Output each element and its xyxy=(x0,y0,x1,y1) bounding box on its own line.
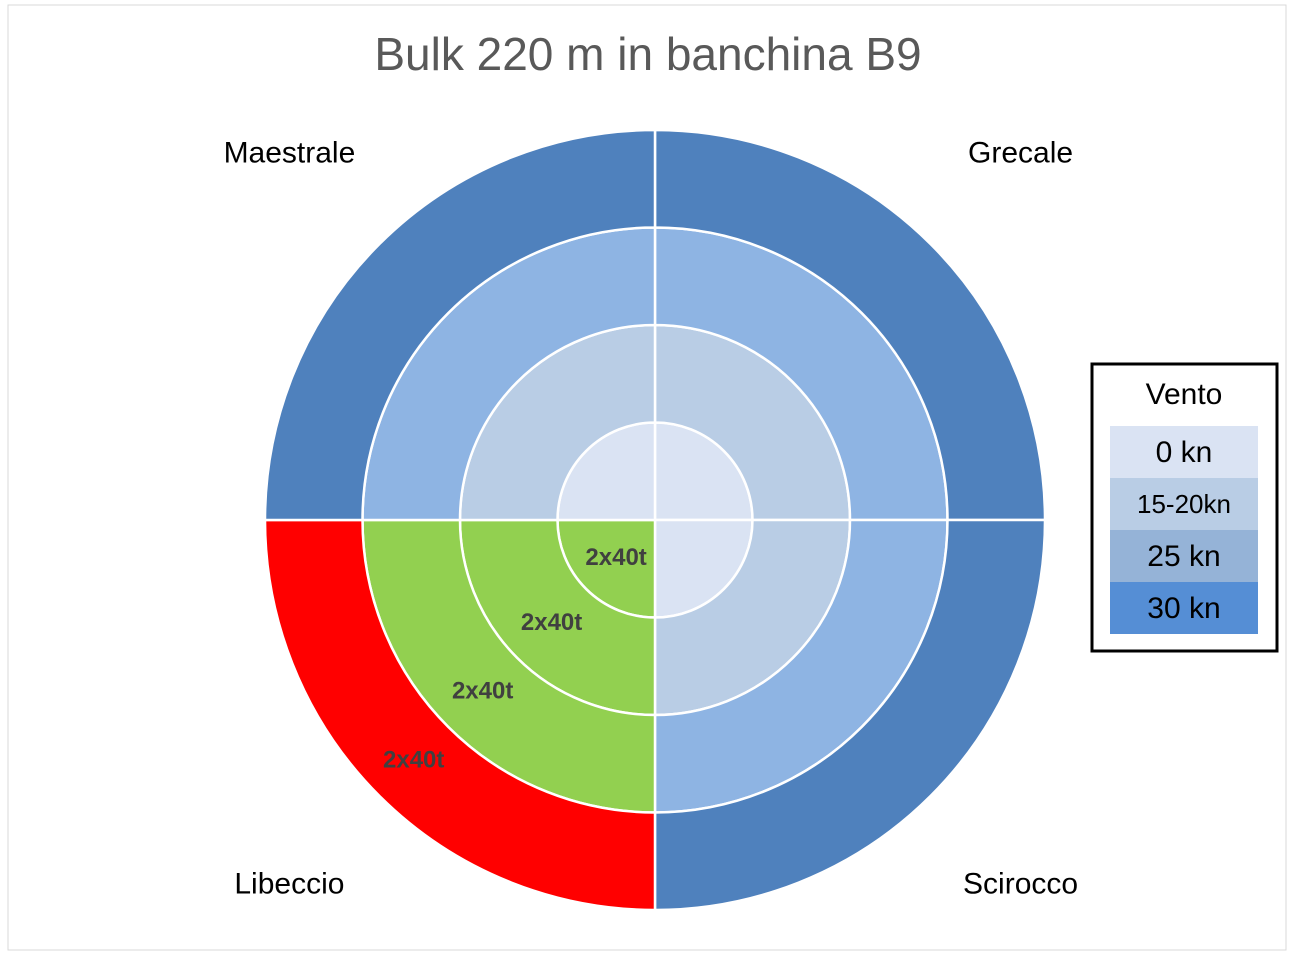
legend-swatch xyxy=(1110,426,1258,478)
legend-swatch xyxy=(1110,530,1258,582)
data-label: 2x40t xyxy=(383,747,444,774)
donut-segment xyxy=(263,518,657,912)
data-label: 2x40t xyxy=(521,609,582,636)
donut-segment xyxy=(263,128,657,522)
legend-title: Vento xyxy=(1146,378,1223,411)
legend-label: 15-20kn xyxy=(1137,489,1231,519)
chart-title: Bulk 220 m in banchina B9 xyxy=(374,28,921,80)
data-label: 2x40t xyxy=(585,544,646,571)
category-label: Maestrale xyxy=(224,136,356,169)
donut-segment xyxy=(653,518,1047,912)
data-label: 2x40t xyxy=(452,678,513,705)
legend-label: 0 kn xyxy=(1156,436,1213,469)
legend-swatch xyxy=(1110,582,1258,634)
category-label: Grecale xyxy=(968,136,1073,169)
legend-label: 25 kn xyxy=(1147,540,1220,573)
category-label: Scirocco xyxy=(963,867,1078,900)
category-label: Libeccio xyxy=(234,867,344,900)
legend-swatch xyxy=(1110,478,1258,530)
donut-segment xyxy=(653,128,1047,522)
legend-label: 30 kn xyxy=(1147,592,1220,625)
